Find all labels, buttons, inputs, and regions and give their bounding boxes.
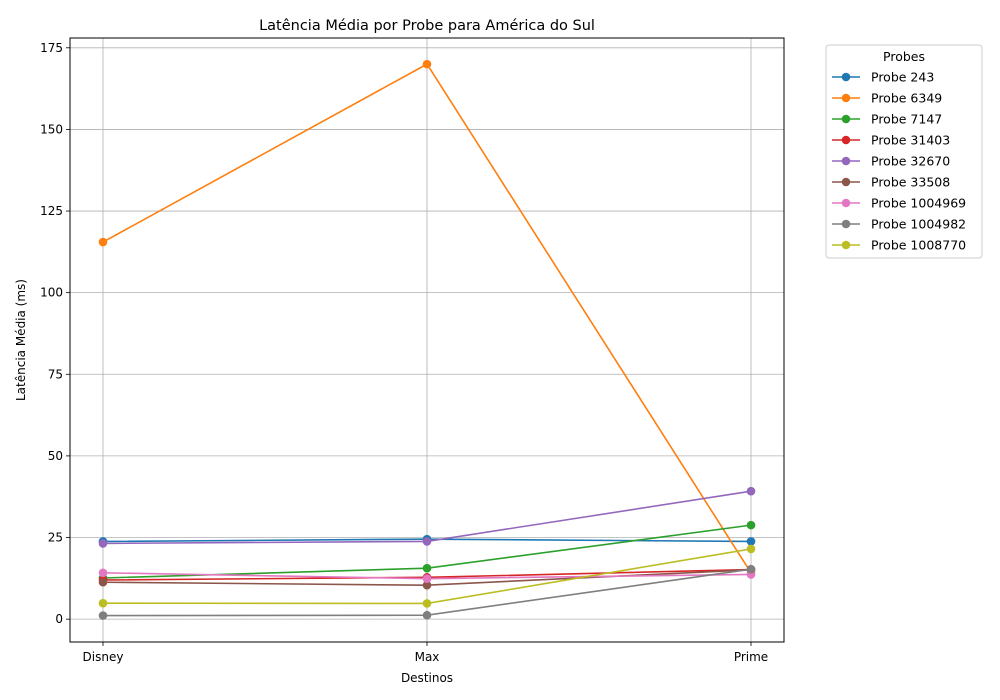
legend-label: Probe 6349: [871, 91, 942, 106]
data-point: [98, 598, 108, 608]
data-point: [98, 539, 108, 548]
legend-marker: [841, 240, 851, 250]
x-axis-title: Destinos: [401, 671, 453, 685]
legend-label: Probe 1008770: [871, 238, 966, 253]
legend-entry: Probe 1008770: [832, 238, 966, 253]
legend-marker: [841, 177, 851, 187]
legend-title: Probes: [883, 49, 925, 64]
legend-label: Probe 1004982: [871, 217, 966, 232]
legend-label: Probe 33508: [871, 175, 950, 190]
legend-marker: [841, 198, 851, 208]
data-point: [746, 537, 756, 546]
series-8: [98, 564, 756, 620]
legend-entry: Probe 6349: [832, 91, 942, 106]
data-point: [422, 580, 432, 590]
y-tick-label: 75: [48, 367, 63, 381]
data-point: [98, 237, 108, 247]
legend-entry: Probe 243: [832, 70, 934, 85]
y-tick-label: 175: [40, 41, 63, 55]
series-9: [98, 544, 756, 608]
y-axis-title: Latência Média (ms): [14, 279, 28, 401]
x-tick-label: Max: [415, 650, 440, 664]
legend-label: Probe 32670: [871, 154, 950, 169]
data-point: [98, 568, 108, 578]
data-point: [422, 563, 432, 573]
series-5: [98, 486, 756, 548]
y-tick-label: 25: [48, 531, 63, 545]
legend-entry: Probe 33508: [832, 175, 950, 190]
legend-entry: Probe 7147: [832, 112, 942, 127]
legend-entry: Probe 1004969: [832, 196, 966, 211]
legend-marker: [841, 114, 851, 124]
legend-marker: [841, 93, 851, 103]
legend-entry: Probe 1004982: [832, 217, 966, 232]
data-point: [746, 520, 756, 530]
legend: Probes Probe 243 Probe 6349 Probe 7147 Prob…: [825, 44, 983, 259]
data-point: [422, 599, 432, 608]
legend-label: Probe 1004969: [871, 196, 966, 211]
axis-ticks: 0 25 50 75 100 125 150 175 Disney Max Prime: [40, 41, 768, 664]
legend-label: Probe 31403: [871, 133, 950, 148]
legend-label: Probe 7147: [871, 112, 942, 127]
y-tick-label: 100: [40, 286, 63, 300]
chart-title: Latência Média por Probe para América do…: [259, 18, 595, 34]
data-point: [746, 544, 756, 554]
data-point: [746, 486, 756, 496]
legend-marker: [841, 135, 851, 145]
data-point: [422, 59, 432, 69]
y-tick-label: 150: [40, 122, 63, 136]
legend-box: [825, 44, 983, 259]
legend-label: Probe 243: [871, 70, 934, 85]
series-lines: [98, 59, 756, 620]
legend-marker: [841, 72, 851, 82]
data-point: [422, 574, 432, 583]
grid: [70, 38, 784, 642]
legend-entry: Probe 31403: [832, 133, 950, 148]
data-point: [422, 537, 432, 546]
legend-marker: [841, 156, 851, 166]
y-tick-label: 0: [55, 612, 63, 626]
y-tick-label: 50: [48, 449, 63, 463]
data-point: [422, 610, 432, 620]
legend-entry: Probe 32670: [832, 154, 950, 169]
y-tick-label: 125: [40, 204, 63, 218]
data-point: [746, 564, 756, 574]
x-tick-label: Prime: [734, 650, 768, 664]
data-point: [98, 577, 108, 587]
data-point: [98, 611, 108, 620]
x-tick-label: Disney: [83, 650, 124, 664]
legend-marker: [841, 219, 851, 229]
